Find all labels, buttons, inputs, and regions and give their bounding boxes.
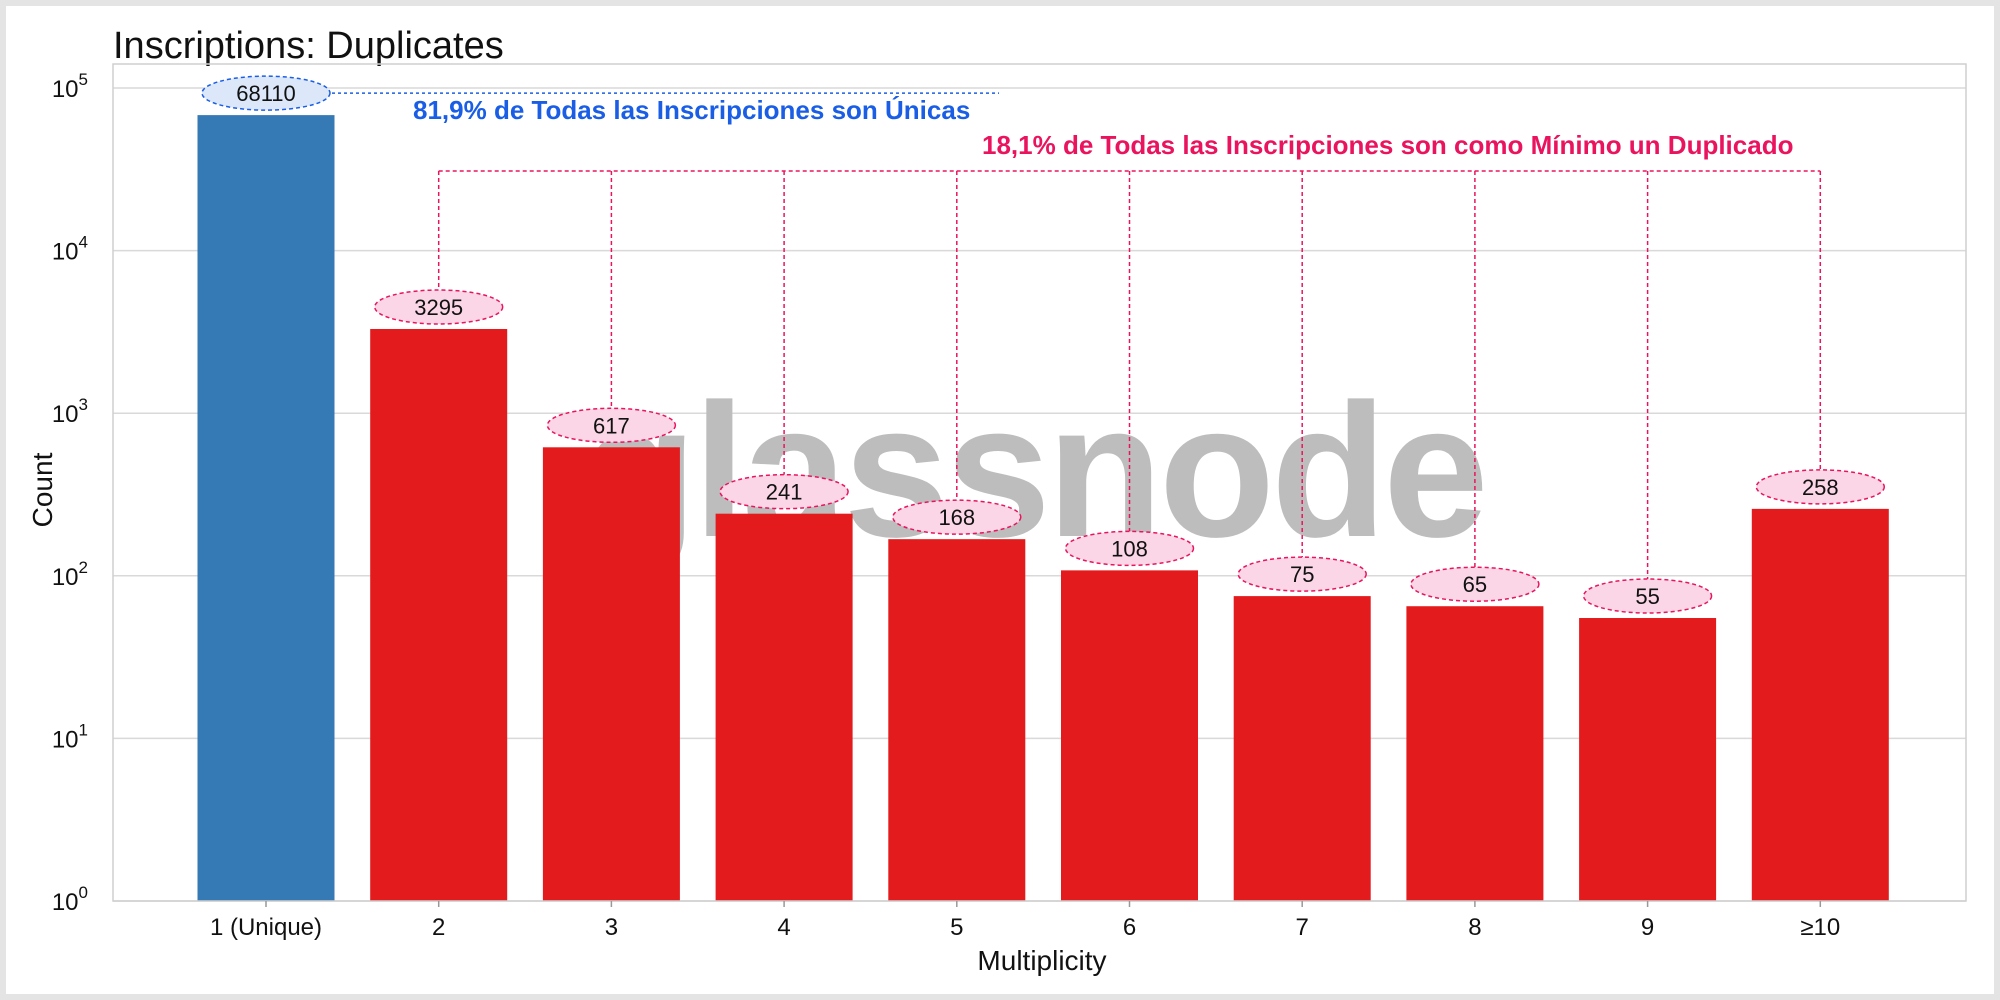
- data-label-bubble: [373, 289, 504, 325]
- y-tick-exponent: 3: [79, 395, 88, 414]
- x-tick-label: 8: [1468, 914, 1481, 941]
- data-label: 55: [1582, 578, 1713, 614]
- data-label-text: 75: [1290, 562, 1314, 587]
- y-tick-label: 105: [52, 70, 88, 103]
- data-label: 258: [1755, 469, 1886, 505]
- annotation-duplicates: 18,1% de Todas las Inscripciones son com…: [982, 130, 1793, 160]
- data-label: 75: [1237, 556, 1367, 592]
- x-tick-label: 4: [777, 914, 790, 941]
- y-tick-label: 103: [52, 395, 88, 428]
- plot-border: [112, 63, 1967, 902]
- y-tick-exponent: 2: [79, 558, 88, 577]
- data-label-text: 258: [1802, 475, 1839, 500]
- bar: [197, 115, 335, 901]
- bars: [197, 115, 1889, 901]
- x-tick-label: 7: [1296, 914, 1309, 941]
- data-label-bubble: [201, 75, 331, 111]
- bar: [542, 447, 680, 901]
- data-label: 617: [546, 407, 677, 444]
- data-labels: 68110 3295 617 241 168 108 75 65 55 258: [201, 75, 1886, 614]
- data-label-bubble: [546, 407, 677, 444]
- bar: [1406, 606, 1544, 901]
- bar: [1579, 618, 1717, 901]
- data-label-text: 55: [1635, 584, 1659, 609]
- x-tick-label: 6: [1123, 914, 1136, 941]
- y-tick-label: 100: [52, 883, 88, 916]
- data-label-bubble: [1064, 530, 1195, 567]
- bar: [1233, 596, 1371, 901]
- data-label-bubble: [719, 473, 849, 510]
- data-label-bubble: [1582, 578, 1713, 614]
- x-tick-label: 5: [950, 914, 963, 941]
- y-tick-exponent: 1: [79, 720, 88, 739]
- x-axis-title: Multiplicity: [977, 945, 1106, 976]
- data-label: 65: [1410, 566, 1540, 602]
- bar: [888, 539, 1026, 901]
- y-axis-title: Count: [27, 452, 58, 527]
- data-label-text: 3295: [414, 295, 463, 320]
- x-tick-label: 3: [605, 914, 618, 941]
- data-label-bubble: [1237, 556, 1367, 592]
- data-label-text: 617: [593, 413, 630, 438]
- data-label-bubble: [1410, 566, 1540, 602]
- leader-lines: [326, 92, 1822, 581]
- y-tick-exponent: 4: [79, 233, 88, 252]
- y-tick-exponent: 5: [79, 70, 88, 89]
- x-tick-label: ≥10: [1800, 914, 1840, 941]
- bar: [1751, 508, 1889, 901]
- x-tick-label: 2: [432, 914, 445, 941]
- y-tick-label: 104: [52, 233, 88, 266]
- data-label: 241: [719, 473, 849, 510]
- data-label-text: 65: [1463, 572, 1487, 597]
- data-label: 108: [1064, 530, 1195, 567]
- data-label: 168: [892, 499, 1022, 535]
- data-label-text: 108: [1111, 536, 1148, 561]
- bar: [370, 328, 508, 901]
- y-tick-exponent: 0: [79, 883, 88, 902]
- annotation-unique: 81,9% de Todas las Inscripciones son Úni…: [413, 95, 970, 125]
- chart-title: Inscriptions: Duplicates: [113, 25, 504, 67]
- bar: [1061, 570, 1198, 901]
- data-label-text: 68110: [236, 81, 296, 106]
- x-tick-label: 1 (Unique): [210, 914, 322, 941]
- data-label: 3295: [373, 289, 504, 325]
- y-tick-label: 101: [52, 720, 88, 753]
- x-tick-label: 9: [1641, 914, 1654, 941]
- bar: [715, 513, 853, 901]
- data-label-bubble: [892, 499, 1022, 535]
- data-label-bubble: [1755, 469, 1886, 505]
- chart-frame: Inscriptions: Duplicates glassnode 68110…: [6, 6, 1994, 994]
- y-tick-label: 102: [52, 558, 88, 591]
- data-label: 68110: [201, 75, 331, 111]
- data-label-text: 168: [938, 505, 975, 530]
- chart: Inscriptions: Duplicates glassnode 68110…: [27, 25, 1967, 976]
- data-label-text: 241: [766, 480, 803, 505]
